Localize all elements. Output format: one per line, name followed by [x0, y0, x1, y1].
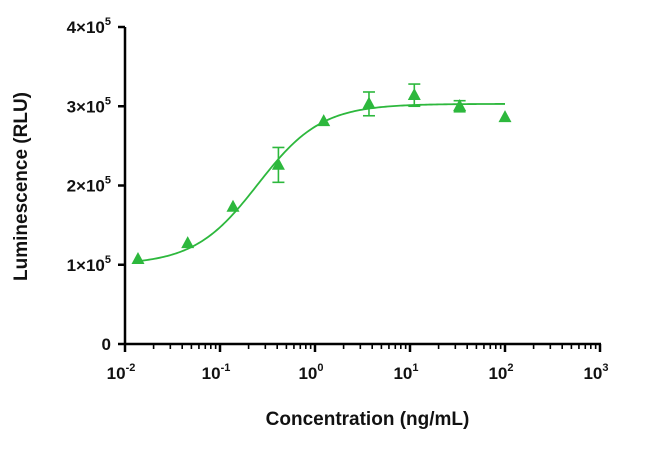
y-tick-label: 3×105	[67, 95, 111, 116]
y-tick-label: 2×105	[67, 175, 111, 196]
data-point	[181, 236, 195, 249]
y-axis-label: Luminescence (RLU)	[11, 92, 32, 281]
data-point	[226, 199, 240, 212]
x-tick-label: 102	[488, 362, 513, 383]
data-point	[453, 99, 467, 112]
y-tick-label: 1×105	[67, 254, 111, 275]
x-tick-label: 100	[298, 362, 323, 383]
data-point	[407, 87, 421, 100]
x-axis-label: Concentration (ng/mL)	[266, 409, 470, 430]
ticks: 0 1×105 2×105 3×105 4×105 10-2 10-1 100 101 102 10…	[67, 16, 609, 383]
data-points-layer	[131, 83, 512, 265]
x-tick-label: 10-2	[107, 362, 136, 383]
y-tick-label: 4×105	[67, 16, 111, 37]
data-point	[498, 110, 512, 123]
fit-curve-layer	[137, 103, 505, 263]
data-point	[362, 96, 376, 109]
fit-curve	[137, 103, 505, 263]
data-point	[131, 252, 145, 265]
data-point	[271, 157, 285, 170]
x-tick-label: 10-1	[202, 362, 231, 383]
data-point	[317, 114, 331, 127]
x-tick-label: 101	[393, 362, 418, 383]
y-tick-label: 0	[102, 335, 111, 354]
axes: 0 1×105 2×105 3×105 4×105 10-2 10-1 100 101 102 10…	[67, 16, 609, 383]
x-tick-label: 103	[583, 362, 608, 383]
